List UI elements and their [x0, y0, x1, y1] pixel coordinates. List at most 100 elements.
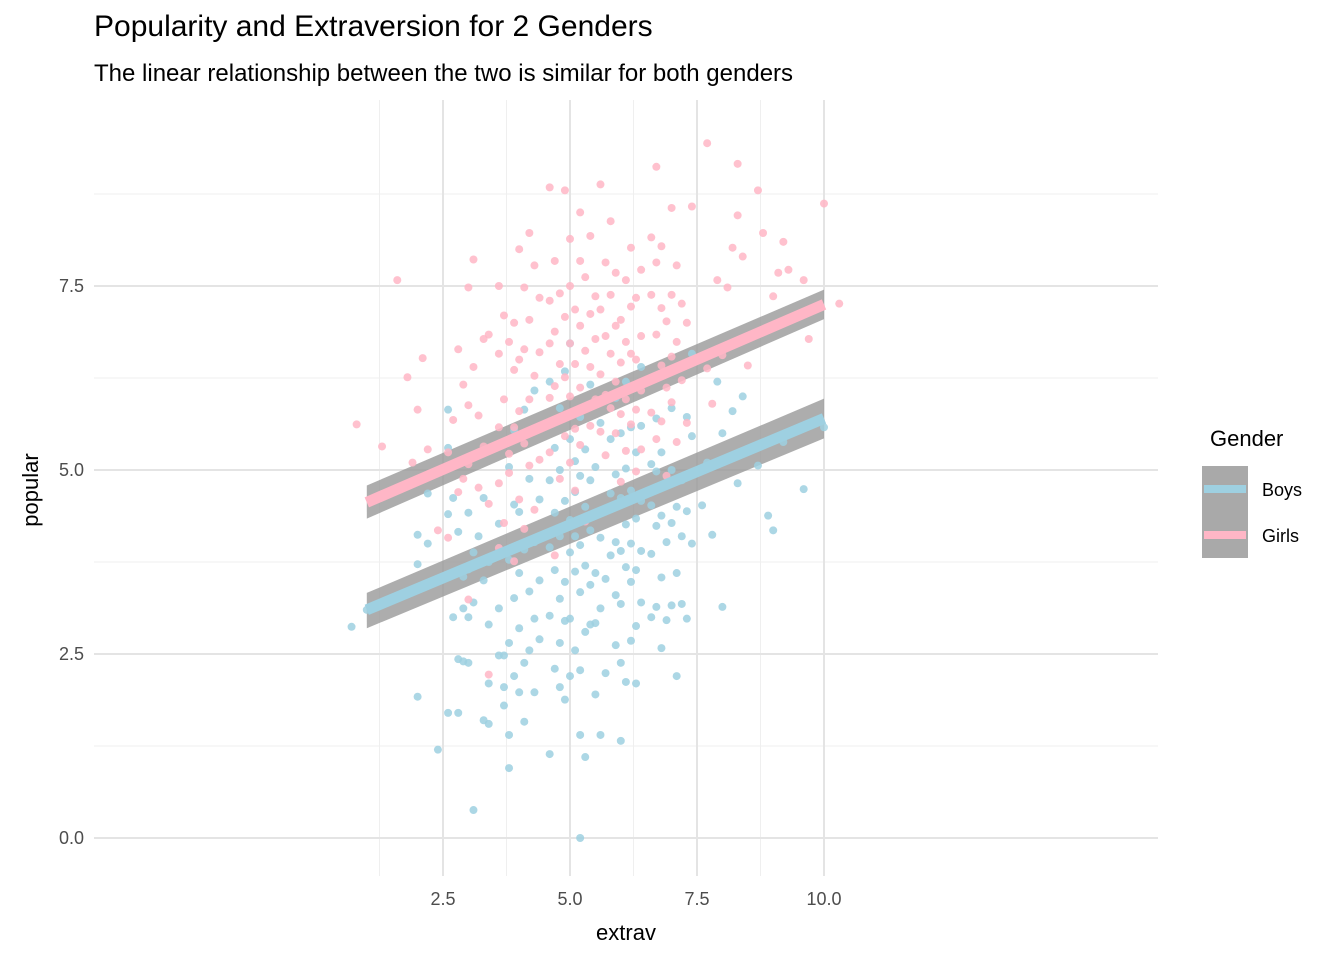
- data-point-girls: [581, 273, 590, 282]
- data-point-girls: [499, 311, 508, 320]
- data-point-boys: [545, 611, 554, 620]
- data-point-girls: [591, 292, 600, 301]
- chart-title: Popularity and Extraversion for 2 Gender…: [94, 10, 653, 43]
- data-point-boys: [586, 526, 595, 535]
- data-point-girls: [738, 252, 747, 261]
- data-point-girls: [550, 256, 559, 265]
- data-point-boys: [647, 613, 656, 622]
- data-point-girls: [352, 420, 361, 429]
- data-point-boys: [464, 613, 473, 622]
- data-point-girls: [601, 332, 610, 341]
- data-point-boys: [698, 501, 707, 510]
- data-point-girls: [621, 395, 630, 404]
- data-point-girls: [611, 377, 620, 386]
- data-point-girls: [677, 376, 686, 385]
- data-point-boys: [499, 683, 508, 692]
- data-point-girls: [586, 231, 595, 240]
- data-point-girls: [621, 337, 630, 346]
- data-point-girls: [662, 383, 671, 392]
- data-point-girls: [566, 234, 574, 243]
- data-point-girls: [403, 373, 412, 382]
- data-point-boys: [560, 496, 569, 505]
- data-point-girls: [560, 312, 569, 321]
- data-point-boys: [515, 569, 524, 578]
- data-point-girls: [662, 317, 671, 326]
- data-point-girls: [667, 352, 676, 361]
- data-point-boys: [510, 672, 519, 681]
- data-point-girls: [378, 442, 387, 451]
- data-point-boys: [576, 471, 585, 480]
- data-point-boys: [444, 510, 453, 519]
- data-point-boys: [637, 598, 646, 607]
- data-point-boys: [687, 539, 696, 548]
- data-point-girls: [657, 361, 666, 370]
- data-point-girls: [596, 180, 605, 189]
- data-point-girls: [525, 229, 534, 238]
- x-tick-label: 2.5: [430, 889, 455, 909]
- data-point-boys: [586, 580, 595, 589]
- data-point-boys: [530, 688, 539, 697]
- data-point-boys: [560, 577, 569, 586]
- data-point-boys: [606, 551, 615, 560]
- data-point-girls: [657, 417, 666, 426]
- data-point-girls: [515, 495, 524, 504]
- data-point-boys: [586, 380, 595, 389]
- data-point-girls: [545, 448, 554, 457]
- data-point-boys: [657, 644, 666, 653]
- data-point-girls: [753, 186, 762, 195]
- data-point-boys: [621, 563, 630, 572]
- data-point-boys: [581, 753, 590, 762]
- data-point-boys: [464, 658, 473, 667]
- data-point-girls: [647, 233, 656, 242]
- data-point-boys: [545, 543, 554, 552]
- data-point-girls: [515, 355, 524, 364]
- data-point-boys: [632, 514, 641, 523]
- data-point-boys: [515, 507, 524, 516]
- data-point-girls: [576, 208, 585, 217]
- data-point-girls: [413, 405, 422, 414]
- data-point-girls: [423, 445, 432, 454]
- data-point-boys: [616, 658, 625, 667]
- data-point-boys: [662, 616, 671, 625]
- data-point-girls: [499, 395, 508, 404]
- data-point-girls: [637, 265, 646, 274]
- data-point-boys: [626, 636, 635, 645]
- data-point-girls: [499, 518, 508, 527]
- data-point-boys: [632, 622, 641, 631]
- data-point-girls: [566, 458, 574, 467]
- data-point-boys: [733, 479, 742, 488]
- data-point-boys: [566, 614, 574, 623]
- data-point-boys: [657, 511, 666, 520]
- data-point-girls: [626, 420, 635, 429]
- data-point-girls: [505, 468, 514, 477]
- data-point-boys: [449, 613, 458, 622]
- data-point-girls: [581, 346, 590, 355]
- data-point-boys: [525, 646, 534, 655]
- data-point-girls: [637, 332, 646, 341]
- data-point-girls: [759, 229, 768, 238]
- data-point-girls: [408, 458, 417, 467]
- data-point-boys: [576, 666, 585, 675]
- fit-line-girls: [364, 299, 827, 508]
- data-point-girls: [647, 408, 656, 417]
- data-point-girls: [530, 261, 539, 270]
- data-point-girls: [606, 349, 615, 358]
- data-point-girls: [626, 349, 635, 358]
- data-point-boys: [515, 688, 524, 697]
- data-point-girls: [596, 370, 605, 379]
- data-point-boys: [616, 599, 625, 608]
- data-point-boys: [581, 627, 590, 636]
- data-point-boys: [626, 539, 635, 548]
- data-point-girls: [652, 258, 661, 267]
- data-point-boys: [581, 561, 590, 570]
- data-point-boys: [637, 362, 646, 371]
- data-point-boys: [657, 448, 666, 457]
- data-point-boys: [550, 664, 559, 673]
- data-point-boys: [657, 573, 666, 582]
- data-point-girls: [611, 321, 620, 330]
- data-point-girls: [621, 446, 630, 455]
- data-point-boys: [444, 405, 453, 414]
- data-point-girls: [733, 159, 742, 168]
- data-point-girls: [769, 292, 778, 301]
- data-point-boys: [728, 407, 737, 416]
